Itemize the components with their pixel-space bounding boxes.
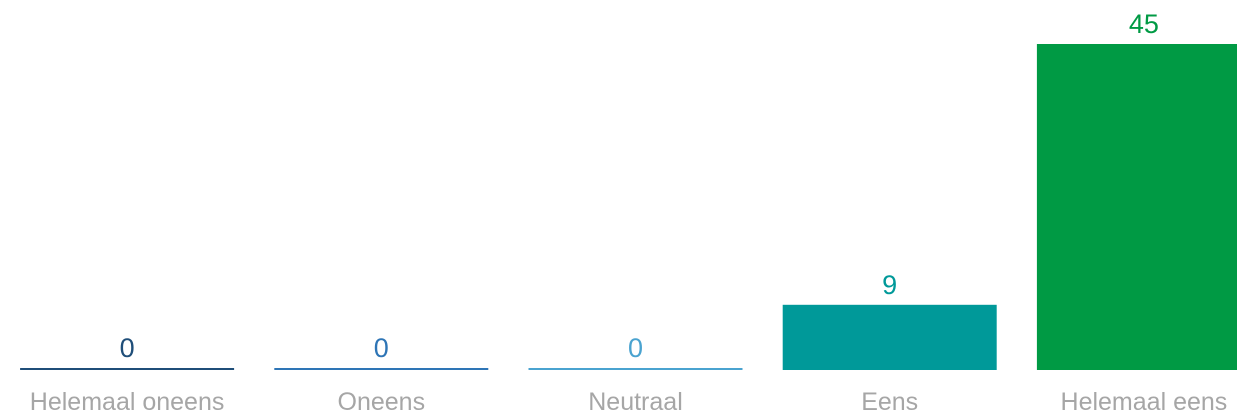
category-label-eens: Eens: [861, 388, 918, 416]
bar-helemaal-eens: [1036, 44, 1237, 370]
bars-group: [20, 44, 1237, 370]
data-label-helemaal-eens: 45: [1129, 9, 1159, 39]
data-label-eens: 9: [882, 270, 897, 300]
value-labels-group: 0 0 0 9 45: [120, 9, 1159, 363]
bar-eens: [782, 304, 997, 370]
category-label-helemaal-eens: Helemaal eens: [1061, 388, 1228, 416]
category-label-helemaal-oneens: Helemaal oneens: [30, 388, 225, 416]
category-label-oneens: Oneens: [338, 388, 426, 416]
category-label-neutraal: Neutraal: [588, 388, 683, 416]
data-label-neutraal: 0: [628, 333, 643, 363]
category-labels-group: Helemaal oneens Oneens Neutraal Eens Helemaa…: [30, 388, 1227, 416]
bar-neutraal: [528, 368, 743, 370]
data-label-helemaal-oneens: 0: [120, 333, 135, 363]
data-label-oneens: 0: [374, 333, 389, 363]
bar-oneens: [274, 368, 489, 370]
bar-helemaal-oneens: [20, 368, 235, 370]
